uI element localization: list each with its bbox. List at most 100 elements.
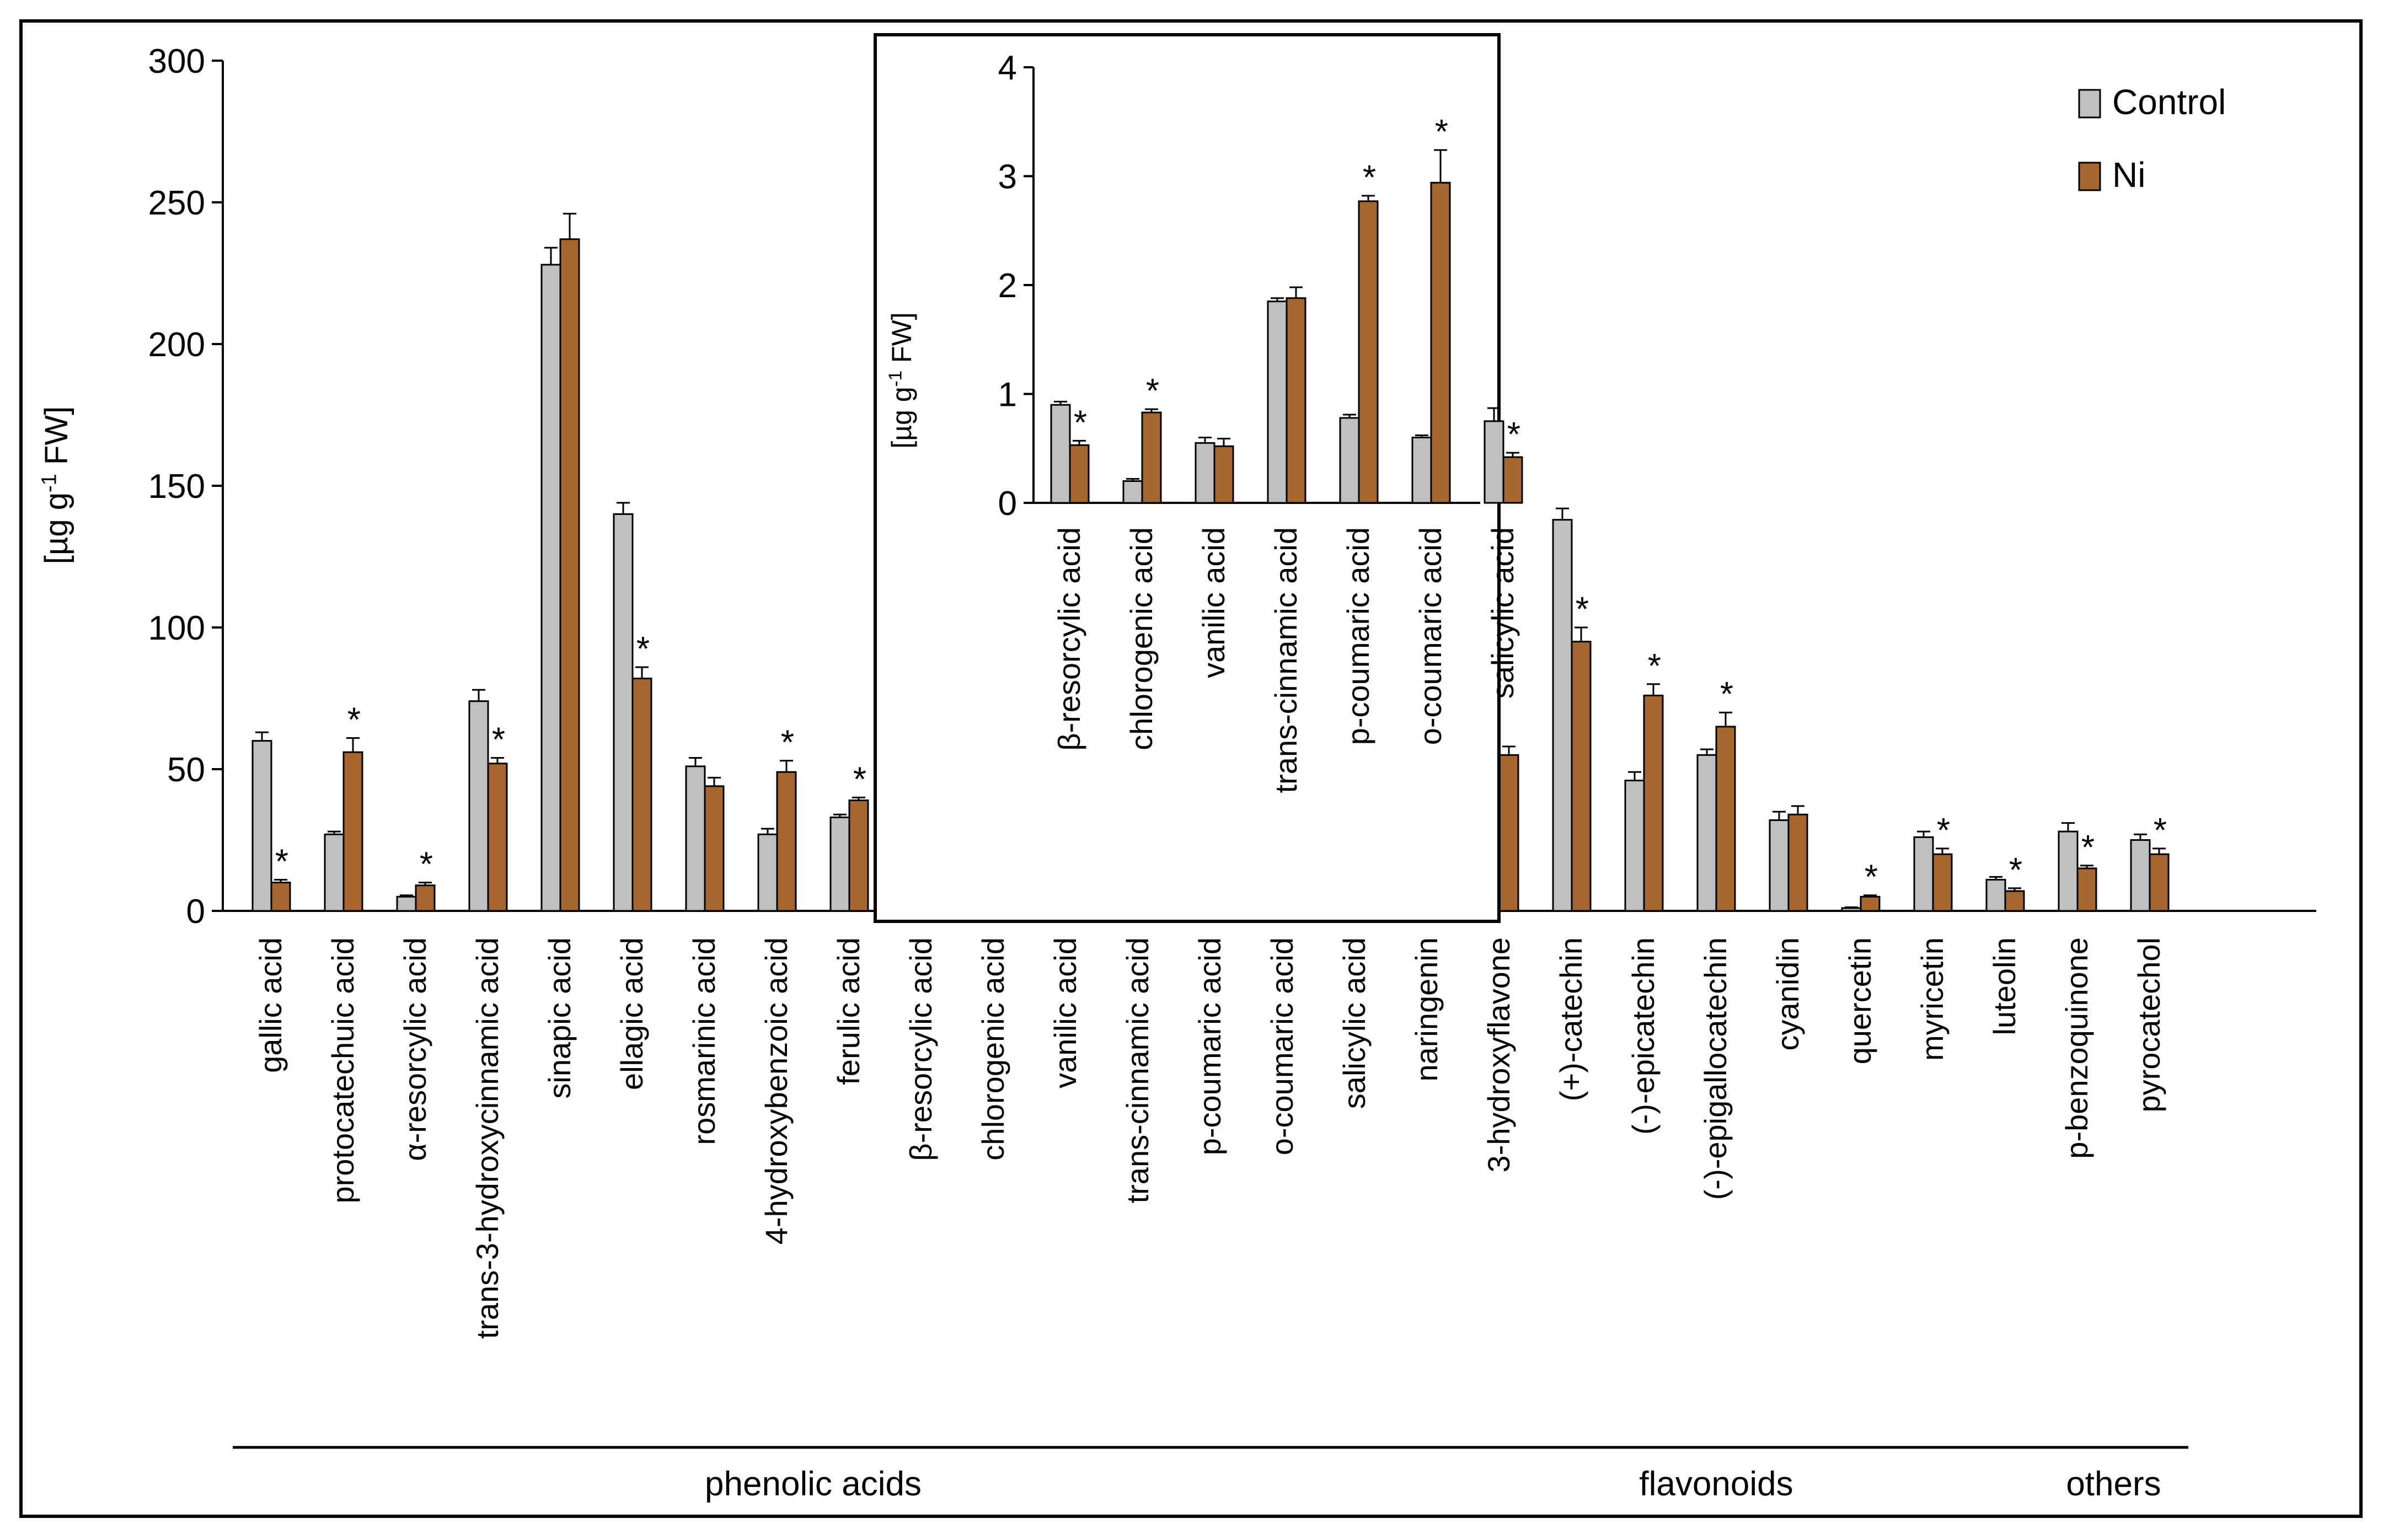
y-tick-label-150: 150 — [148, 468, 205, 506]
significance-mark-myricetin: * — [1937, 812, 1950, 850]
inset-bar-salicylic-acid-control — [1484, 420, 1504, 504]
bar-alpha-resorcylic-acid-ni — [415, 884, 436, 912]
x-tick-label-o-coumaric-acid: o-coumaric acid — [1265, 937, 1299, 1155]
significance-mark-protocatechuic-acid: * — [347, 701, 361, 739]
inset-bar-chlorogenic-acid-control — [1122, 480, 1143, 504]
inset-y-tick-label-0: 0 — [998, 485, 1017, 523]
legend: Control Ni — [2078, 82, 2226, 195]
inset-x-tick-label-salicylic-acid: salicylic acid — [1485, 527, 1520, 699]
bar-rosmarinic-acid-control — [685, 765, 706, 912]
x-tick-label-4-hydroxybenzoic-acid: 4-hydroxybenzoic acid — [759, 937, 794, 1244]
inset-bar-trans-cinnamic-acid-ni — [1286, 297, 1306, 504]
x-tick-label-catechin: (+)-catechin — [1554, 937, 1588, 1101]
x-tick-label-sinapic-acid: sinapic acid — [542, 937, 577, 1099]
significance-mark-epicatechin: * — [1648, 647, 1661, 685]
bar-3-hydroxyflavone-ni — [1498, 754, 1519, 912]
x-tick-label-epicatechin: (-)-epicatechin — [1626, 937, 1661, 1135]
legend-swatch-control — [2078, 89, 2101, 119]
y-tick-label-100: 100 — [148, 609, 205, 647]
y-axis-label: [µg g-1 FW] — [38, 406, 74, 564]
y-axis-label-part: [µg g — [39, 492, 74, 564]
group-label-phenolic-acids: phenolic acids — [705, 1465, 922, 1503]
x-tick-label-ferulic-acid: ferulic acid — [831, 937, 866, 1085]
bar-luteolin-control — [1985, 878, 2006, 912]
bar-alpha-resorcylic-acid-control — [396, 895, 417, 912]
x-tick-label-pyrocatechol: pyrocatechol — [2132, 937, 2166, 1113]
significance-mark-p-benzoquinone: * — [2081, 829, 2095, 867]
bar-myricetin-ni — [1932, 853, 1953, 912]
inset-significance-mark-p-coumaric-acid: * — [1363, 159, 1376, 197]
x-tick-label-alpha-resorcylic-acid: α-resorcylic acid — [398, 937, 432, 1161]
x-tick-label-protocatechuic-acid: protocatechuic acid — [325, 937, 360, 1204]
significance-mark-epigallocatechin: * — [1720, 675, 1733, 713]
significance-mark-pyrocatechol: * — [2154, 812, 2167, 850]
group-label-flavonoids: flavonoids — [1639, 1465, 1793, 1503]
bar-ferulic-acid-control — [829, 816, 850, 912]
x-tick-label-chlorogenic-acid: chlorogenic acid — [976, 937, 1010, 1161]
inset-x-tick-label-chlorogenic-acid: chlorogenic acid — [1124, 527, 1159, 750]
inset-y-tick-label-4: 4 — [998, 49, 1017, 87]
bar-pyrocatechol-ni — [2149, 853, 2170, 912]
bar-4-hydroxybenzoic-acid-control — [757, 833, 778, 912]
y-tick-label-300: 300 — [148, 42, 205, 81]
inset-y-tick-label-2: 2 — [998, 267, 1017, 305]
bar-quercetin-ni — [1860, 895, 1881, 912]
x-tick-label-luteolin: luteolin — [1987, 937, 2022, 1035]
bar-epicatechin-ni — [1643, 694, 1664, 912]
bar-rosmarinic-acid-ni — [704, 785, 725, 912]
x-tick-label-rosmarinic-acid: rosmarinic acid — [687, 937, 721, 1145]
inset-bar-beta-resorcylic-acid-ni — [1069, 444, 1090, 504]
x-tick-label-quercetin: quercetin — [1843, 937, 1877, 1064]
bar-trans-3-hydroxycinnamic-acid-ni — [487, 763, 508, 912]
x-tick-label-salicylic-acid: salicylic acid — [1337, 937, 1372, 1109]
y-tick-label-50: 50 — [167, 751, 205, 789]
bar-gallic-acid-control — [251, 740, 272, 912]
significance-mark-ferulic-acid: * — [853, 760, 866, 798]
inset-bar-p-coumaric-acid-control — [1339, 417, 1360, 504]
bar-ellagic-acid-ni — [631, 678, 652, 912]
inset-x-tick-label-trans-cinnamic-acid: trans-cinnamic acid — [1268, 527, 1303, 793]
bar-protocatechuic-acid-control — [324, 833, 345, 912]
significance-mark-ellagic-acid: * — [636, 630, 650, 668]
inset-x-tick-label-vanilic-acid: vanilic acid — [1196, 527, 1231, 678]
significance-mark-catechin: * — [1576, 591, 1589, 629]
bar-quercetin-control — [1841, 907, 1862, 912]
bar-4-hydroxybenzoic-acid-ni — [776, 771, 797, 912]
bar-myricetin-control — [1913, 836, 1934, 912]
bar-ellagic-acid-control — [613, 513, 634, 912]
inset-y-axis-label-part: FW] — [886, 312, 917, 371]
x-tick-label-p-coumaric-acid: p-coumaric acid — [1192, 937, 1227, 1155]
bar-cyanidin-ni — [1787, 813, 1808, 912]
bar-pyrocatechol-control — [2130, 839, 2151, 912]
significance-mark-alpha-resorcylic-acid: * — [420, 846, 433, 884]
bar-p-benzoquinone-control — [2058, 830, 2079, 912]
inset-bar-o-coumaric-acid-control — [1411, 437, 1432, 504]
inset-plot: 0 1 2 3 4 [µg g-1 FW] * * * * * β-resorcylic acid ch… — [874, 33, 1523, 923]
legend-label-control: Control — [2112, 82, 2226, 122]
y-axis-label-superscript: -1 — [38, 474, 61, 492]
inset-x-tick-label-beta-resorcylic-acid: β-resorcylic acid — [1052, 527, 1086, 751]
y-tick-label-0: 0 — [186, 893, 205, 931]
legend-swatch-ni — [2078, 162, 2101, 191]
inset-significance-mark-chlorogenic-acid: * — [1146, 372, 1159, 410]
y-axis-label-part: FW] — [39, 406, 74, 474]
legend-label-ni: Ni — [2112, 155, 2145, 195]
x-tick-label-epigallocatechin: (-)-epigallocatechin — [1698, 937, 1733, 1200]
inset-x-tick-label-p-coumaric-acid: p-coumaric acid — [1341, 527, 1375, 745]
bar-epigallocatechin-control — [1696, 754, 1717, 912]
x-tick-label-beta-resorcylic-acid: β-resorcylic acid — [903, 937, 938, 1161]
bar-trans-3-hydroxycinnamic-acid-control — [468, 700, 489, 912]
bar-ferulic-acid-ni — [848, 799, 869, 912]
inset-bar-p-coumaric-acid-ni — [1358, 200, 1379, 504]
x-tick-label-gallic-acid: gallic acid — [253, 937, 288, 1073]
inset-bar-trans-cinnamic-acid-control — [1267, 301, 1288, 504]
y-tick-label-200: 200 — [148, 326, 205, 364]
significance-mark-gallic-acid: * — [275, 843, 288, 881]
x-tick-label-trans-3-hydroxycinnamic-acid: trans-3-hydroxycinnamic acid — [470, 937, 505, 1339]
inset-bar-chlorogenic-acid-ni — [1141, 411, 1162, 504]
x-tick-label-trans-cinnamic-acid: trans-cinnamic acid — [1120, 937, 1155, 1203]
x-tick-label-3-hydroxyflavone: 3-hydroxyflavone — [1481, 937, 1516, 1172]
inset-x-tick-label-o-coumaric-acid: o-coumaric acid — [1413, 527, 1448, 745]
